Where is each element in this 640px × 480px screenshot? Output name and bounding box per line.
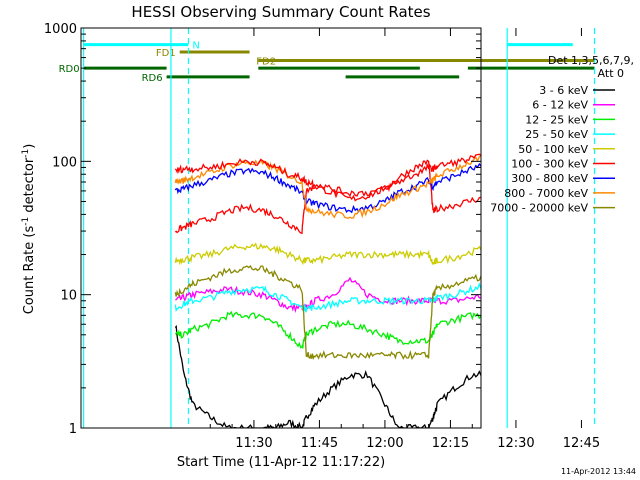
observing-segments: N FD1 FD2 RD0 RD6 <box>59 41 595 84</box>
legend-entry-label: 3 - 6 keV <box>539 84 588 97</box>
legend-entry-label: 12 - 25 keV <box>525 113 588 126</box>
legend-entry-label: 7000 - 20000 keV <box>490 202 588 215</box>
legend-entry-label: 50 - 100 keV <box>518 143 588 156</box>
plot-frame <box>80 27 482 429</box>
segment-label: FD1 <box>156 48 176 59</box>
series-line <box>174 264 481 361</box>
x-tick-label: 12:00 <box>366 436 403 451</box>
series-line <box>174 310 481 349</box>
segment-label: FD2 <box>256 57 276 68</box>
legend-entry-label: 6 - 12 keV <box>532 99 588 112</box>
legend-header-2: Att 0 <box>598 67 624 80</box>
y-axis-label-sup1: -1 <box>21 217 31 226</box>
series-line <box>174 153 481 197</box>
footer-timestamp: 11-Apr-2012 13:44 <box>561 467 636 476</box>
x-axis-label: Start Time (11-Apr-12 11:17:22) <box>177 455 385 470</box>
y-axis-label-sup2: -1 <box>21 149 31 158</box>
legend-entry-label: 100 - 300 keV <box>511 158 588 171</box>
x-tick-label: 11:30 <box>235 436 272 451</box>
boundary-lines <box>83 28 596 428</box>
y-axis-ticks: 1 10 100 1000 <box>44 22 481 437</box>
y-axis-label-mid: detector <box>22 157 37 217</box>
x-tick-label: 12:15 <box>432 436 469 451</box>
y-axis-label: Count Rate (s-1 detector-1) <box>21 144 37 315</box>
legend-header-1: Det 1,3,5,6,7,9, <box>548 54 634 67</box>
segment-label: RD0 <box>59 64 80 75</box>
series-lines <box>174 153 481 428</box>
legend-entry-label: 300 - 800 keV <box>511 172 588 185</box>
series-line <box>175 276 481 314</box>
x-tick-label: 12:30 <box>497 436 534 451</box>
y-tick-label: 1000 <box>44 22 77 37</box>
y-tick-label: 10 <box>60 289 77 304</box>
x-tick-label: 11:45 <box>301 436 338 451</box>
y-axis-label-end: ) <box>22 144 37 149</box>
series-line <box>174 282 481 313</box>
y-tick-label: 1 <box>69 422 77 437</box>
series-line <box>174 159 481 235</box>
x-tick-label: 12:45 <box>563 436 600 451</box>
legend-entry-label: 25 - 50 keV <box>525 128 588 141</box>
legend-entry-label: 800 - 7000 keV <box>504 187 588 200</box>
series-line <box>174 242 481 266</box>
x-axis-ticks: 11:30 11:45 12:00 12:15 12:30 12:45 <box>209 28 600 451</box>
segment-label: N <box>192 41 199 52</box>
segment-label: RD6 <box>142 73 163 84</box>
chart-title: HESSI Observing Summary Count Rates <box>131 3 430 21</box>
series-line <box>174 155 481 219</box>
legend: Det 1,3,5,6,7,9, Att 0 3 - 6 keV 6 - 12 k… <box>490 54 634 215</box>
y-axis-label-main: Count Rate (s <box>22 226 37 315</box>
y-tick-label: 100 <box>52 155 77 170</box>
